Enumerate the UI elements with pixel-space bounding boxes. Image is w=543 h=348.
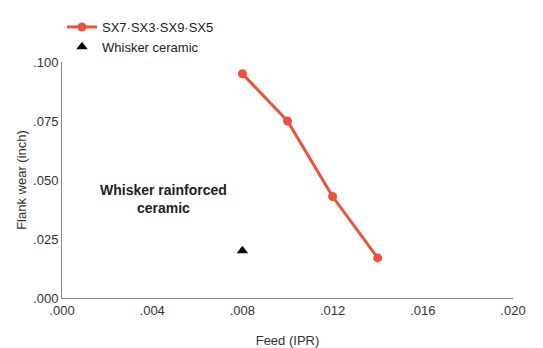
svg-text:.100: .100: [33, 55, 58, 70]
svg-text:.012: .012: [320, 303, 345, 318]
svg-text:.020: .020: [500, 303, 525, 318]
svg-text:.004: .004: [140, 303, 165, 318]
svg-text:Whisker ceramic: Whisker ceramic: [102, 40, 199, 55]
svg-text:.000: .000: [33, 291, 58, 306]
svg-text:.000: .000: [49, 303, 74, 318]
svg-text:.050: .050: [33, 173, 58, 188]
svg-text:Flank wear (inch): Flank wear (inch): [14, 130, 29, 230]
svg-text:Whisker rainforcedceramic: Whisker rainforcedceramic: [100, 182, 227, 216]
svg-text:.008: .008: [230, 303, 255, 318]
svg-text:.075: .075: [33, 114, 58, 129]
svg-text:SX7·SX3·SX9·SX5: SX7·SX3·SX9·SX5: [102, 20, 213, 35]
svg-text:.025: .025: [33, 232, 58, 247]
svg-text:.016: .016: [410, 303, 435, 318]
svg-text:Feed (IPR): Feed (IPR): [256, 333, 320, 348]
